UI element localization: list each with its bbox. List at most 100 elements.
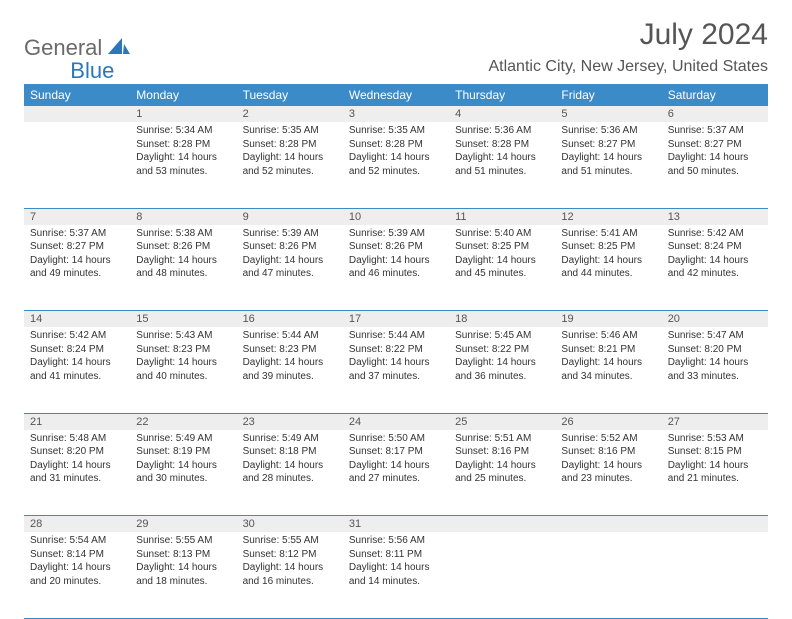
day-number: 9 xyxy=(237,208,343,225)
day2-text: and 48 minutes. xyxy=(136,267,230,281)
day-cell: Sunrise: 5:36 AMSunset: 8:28 PMDaylight:… xyxy=(449,122,555,208)
sunset-text: Sunset: 8:26 PM xyxy=(349,240,443,254)
sunset-text: Sunset: 8:13 PM xyxy=(136,548,230,562)
sunset-text: Sunset: 8:16 PM xyxy=(455,445,549,459)
day-cell: Sunrise: 5:49 AMSunset: 8:19 PMDaylight:… xyxy=(130,430,236,516)
day-cell: Sunrise: 5:47 AMSunset: 8:20 PMDaylight:… xyxy=(662,327,768,413)
day1-text: Daylight: 14 hours xyxy=(243,254,337,268)
day-number: 4 xyxy=(449,106,555,122)
day2-text: and 21 minutes. xyxy=(668,472,762,486)
weekday-header: Tuesday xyxy=(237,84,343,106)
sunset-text: Sunset: 8:25 PM xyxy=(455,240,549,254)
weekday-header: Thursday xyxy=(449,84,555,106)
sunrise-text: Sunrise: 5:50 AM xyxy=(349,432,443,446)
sunset-text: Sunset: 8:15 PM xyxy=(668,445,762,459)
day-cell: Sunrise: 5:44 AMSunset: 8:22 PMDaylight:… xyxy=(343,327,449,413)
day-cell: Sunrise: 5:38 AMSunset: 8:26 PMDaylight:… xyxy=(130,225,236,311)
sunrise-text: Sunrise: 5:35 AM xyxy=(243,124,337,138)
day-cell: Sunrise: 5:39 AMSunset: 8:26 PMDaylight:… xyxy=(343,225,449,311)
day2-text: and 53 minutes. xyxy=(136,165,230,179)
sunset-text: Sunset: 8:19 PM xyxy=(136,445,230,459)
day1-text: Daylight: 14 hours xyxy=(243,561,337,575)
location-text: Atlantic City, New Jersey, United States xyxy=(488,58,768,76)
day-cell: Sunrise: 5:42 AMSunset: 8:24 PMDaylight:… xyxy=(662,225,768,311)
daynum-row: 78910111213 xyxy=(24,208,768,225)
day2-text: and 31 minutes. xyxy=(30,472,124,486)
sunrise-text: Sunrise: 5:47 AM xyxy=(668,329,762,343)
day-number: 31 xyxy=(343,516,449,533)
sunset-text: Sunset: 8:22 PM xyxy=(349,343,443,357)
day-number: 1 xyxy=(130,106,236,122)
sunrise-text: Sunrise: 5:36 AM xyxy=(455,124,549,138)
day2-text: and 46 minutes. xyxy=(349,267,443,281)
day2-text: and 18 minutes. xyxy=(136,575,230,589)
day-number: 28 xyxy=(24,516,130,533)
weekday-header: Saturday xyxy=(662,84,768,106)
weekday-header-row: Sunday Monday Tuesday Wednesday Thursday… xyxy=(24,84,768,106)
day-number: 16 xyxy=(237,311,343,328)
day1-text: Daylight: 14 hours xyxy=(668,151,762,165)
day-cell: Sunrise: 5:37 AMSunset: 8:27 PMDaylight:… xyxy=(24,225,130,311)
day1-text: Daylight: 14 hours xyxy=(243,356,337,370)
sunset-text: Sunset: 8:23 PM xyxy=(243,343,337,357)
day1-text: Daylight: 14 hours xyxy=(561,356,655,370)
day-number: 6 xyxy=(662,106,768,122)
day-number xyxy=(449,516,555,533)
day2-text: and 49 minutes. xyxy=(30,267,124,281)
sunset-text: Sunset: 8:21 PM xyxy=(561,343,655,357)
logo-text-blue: Blue xyxy=(70,58,114,84)
sunset-text: Sunset: 8:27 PM xyxy=(668,138,762,152)
sunset-text: Sunset: 8:24 PM xyxy=(668,240,762,254)
day1-text: Daylight: 14 hours xyxy=(455,356,549,370)
calendar-table: Sunday Monday Tuesday Wednesday Thursday… xyxy=(24,84,768,619)
day-number: 13 xyxy=(662,208,768,225)
sunrise-text: Sunrise: 5:48 AM xyxy=(30,432,124,446)
day-cell: Sunrise: 5:44 AMSunset: 8:23 PMDaylight:… xyxy=(237,327,343,413)
sunrise-text: Sunrise: 5:37 AM xyxy=(30,227,124,241)
header: General Blue July 2024 Atlantic City, Ne… xyxy=(24,18,768,76)
day1-text: Daylight: 14 hours xyxy=(349,254,443,268)
sunrise-text: Sunrise: 5:56 AM xyxy=(349,534,443,548)
sunrise-text: Sunrise: 5:40 AM xyxy=(455,227,549,241)
day-number: 21 xyxy=(24,413,130,430)
day-number: 18 xyxy=(449,311,555,328)
day-content-row: Sunrise: 5:34 AMSunset: 8:28 PMDaylight:… xyxy=(24,122,768,208)
day2-text: and 34 minutes. xyxy=(561,370,655,384)
day-cell: Sunrise: 5:35 AMSunset: 8:28 PMDaylight:… xyxy=(237,122,343,208)
day2-text: and 33 minutes. xyxy=(668,370,762,384)
day-cell: Sunrise: 5:45 AMSunset: 8:22 PMDaylight:… xyxy=(449,327,555,413)
sunrise-text: Sunrise: 5:38 AM xyxy=(136,227,230,241)
sunrise-text: Sunrise: 5:44 AM xyxy=(243,329,337,343)
sunset-text: Sunset: 8:22 PM xyxy=(455,343,549,357)
sunrise-text: Sunrise: 5:44 AM xyxy=(349,329,443,343)
day2-text: and 50 minutes. xyxy=(668,165,762,179)
day1-text: Daylight: 14 hours xyxy=(136,561,230,575)
day1-text: Daylight: 14 hours xyxy=(349,459,443,473)
day2-text: and 44 minutes. xyxy=(561,267,655,281)
day1-text: Daylight: 14 hours xyxy=(136,356,230,370)
day-number: 20 xyxy=(662,311,768,328)
day1-text: Daylight: 14 hours xyxy=(243,151,337,165)
day1-text: Daylight: 14 hours xyxy=(349,151,443,165)
sunrise-text: Sunrise: 5:35 AM xyxy=(349,124,443,138)
day1-text: Daylight: 14 hours xyxy=(455,459,549,473)
day1-text: Daylight: 14 hours xyxy=(30,356,124,370)
sunset-text: Sunset: 8:11 PM xyxy=(349,548,443,562)
sunset-text: Sunset: 8:28 PM xyxy=(136,138,230,152)
logo-sail-icon xyxy=(108,36,130,61)
sunset-text: Sunset: 8:26 PM xyxy=(136,240,230,254)
day2-text: and 51 minutes. xyxy=(455,165,549,179)
sunset-text: Sunset: 8:24 PM xyxy=(30,343,124,357)
sunset-text: Sunset: 8:27 PM xyxy=(561,138,655,152)
day1-text: Daylight: 14 hours xyxy=(561,151,655,165)
day-cell: Sunrise: 5:49 AMSunset: 8:18 PMDaylight:… xyxy=(237,430,343,516)
day-number xyxy=(662,516,768,533)
page-title: July 2024 xyxy=(488,18,768,52)
sunrise-text: Sunrise: 5:54 AM xyxy=(30,534,124,548)
day-cell xyxy=(662,532,768,618)
day-number: 14 xyxy=(24,311,130,328)
day1-text: Daylight: 14 hours xyxy=(136,151,230,165)
day1-text: Daylight: 14 hours xyxy=(455,151,549,165)
day1-text: Daylight: 14 hours xyxy=(561,254,655,268)
sunset-text: Sunset: 8:18 PM xyxy=(243,445,337,459)
